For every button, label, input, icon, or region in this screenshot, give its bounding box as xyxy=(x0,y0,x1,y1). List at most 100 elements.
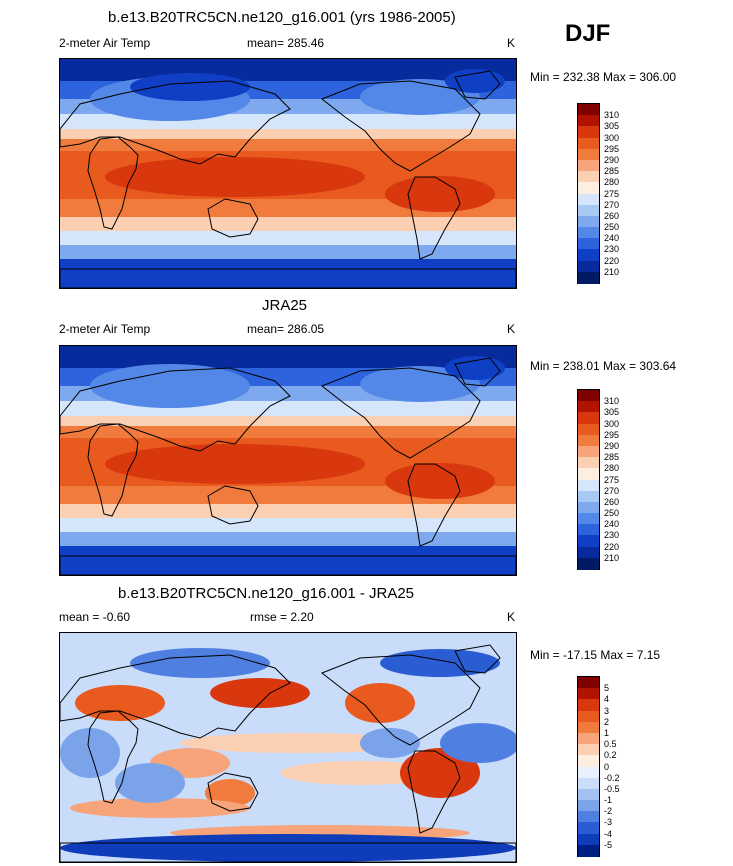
colorbar-swatch xyxy=(578,777,599,790)
coastline xyxy=(60,555,516,575)
colorbar-swatch xyxy=(578,546,599,559)
temp-band xyxy=(60,546,516,575)
panel3-minmax-label: Min = -17.15 Max = 7.15 xyxy=(530,648,661,662)
temp-band xyxy=(60,346,516,368)
season-label: DJF xyxy=(565,20,611,47)
diff-anomaly xyxy=(280,761,440,785)
coastline xyxy=(321,654,481,746)
colorbar-tick-label: -0.2 xyxy=(604,772,620,783)
coastline xyxy=(60,268,516,288)
colorbar-swatch xyxy=(578,479,599,492)
panel3-map xyxy=(59,632,517,863)
colorbar-swatch xyxy=(578,535,599,548)
colorbar-tick-label: 250 xyxy=(604,222,620,233)
colorbar-swatch xyxy=(578,844,599,857)
colorbar-swatch xyxy=(578,193,599,206)
coastline xyxy=(207,198,259,238)
coastline xyxy=(60,654,291,739)
colorbar-tick-label: 250 xyxy=(604,508,620,519)
colorbar-tick-label: 220 xyxy=(604,255,620,266)
colorbar-swatch xyxy=(578,732,599,745)
colorbar-swatch xyxy=(578,104,599,116)
diff-anomaly xyxy=(400,748,480,798)
panel3-map-svg xyxy=(60,633,516,862)
colorbar-swatch xyxy=(578,833,599,846)
colorbar-swatch xyxy=(578,445,599,458)
colorbar-tick-label: 280 xyxy=(604,177,620,188)
coastline xyxy=(321,367,481,459)
colorbar-tick-label: 230 xyxy=(604,244,620,255)
diff-anomaly xyxy=(115,763,185,803)
coastline xyxy=(207,772,259,812)
panel1-mean-label: mean= 285.46 xyxy=(247,36,325,50)
temp-band xyxy=(60,129,516,139)
panel3-title: b.e13.B20TRC5CN.ne120_g16.001 - JRA25 xyxy=(118,585,415,602)
panel1-colorbar: 310 305 300 295 290 285 280 275 270 260 250 240 230 2… xyxy=(577,103,619,284)
colorbar-tick-label: 260 xyxy=(604,210,620,221)
diff-anomaly xyxy=(205,779,255,807)
colorbar-tick-label: 300 xyxy=(604,132,620,143)
colorbar-tick-label: 275 xyxy=(604,474,620,485)
panel3-rmse-label: rmse = 2.20 xyxy=(250,610,314,624)
colorbar-swatch xyxy=(578,766,599,779)
colorbar-tick-label: -4 xyxy=(604,828,613,839)
colorbar-swatch xyxy=(578,710,599,723)
panel1-minmax-label: Min = 232.38 Max = 306.00 xyxy=(530,70,677,84)
panel3-units-label: K xyxy=(507,610,516,624)
warm-pool xyxy=(105,444,365,484)
colorbar-swatch xyxy=(578,401,599,413)
colorbar-swatch xyxy=(578,524,599,536)
colorbar-swatch xyxy=(578,148,599,161)
coastline xyxy=(454,644,501,674)
coastline xyxy=(207,485,259,525)
colorbar-tick-label: 275 xyxy=(604,188,620,199)
colorbar-tick-label: 5 xyxy=(604,683,610,694)
temp-band xyxy=(60,532,516,546)
colorbar-swatch xyxy=(578,688,599,700)
colorbar-tick-label: 260 xyxy=(604,496,620,507)
warm-region xyxy=(385,463,495,499)
panel2-units-label: K xyxy=(507,322,516,336)
colorbar-swatch xyxy=(578,423,599,436)
cold-region xyxy=(90,364,250,408)
colorbar-tick-label: 1 xyxy=(604,727,610,738)
colorbar-tick-label: 0.5 xyxy=(604,739,617,750)
colorbar-tick-label: -3 xyxy=(604,817,613,828)
coastline xyxy=(407,176,461,260)
colorbar-tick-label: 310 xyxy=(604,110,620,121)
colorbar-swatch xyxy=(578,249,599,262)
colorbar-swatch xyxy=(578,699,599,712)
diff-anomaly xyxy=(380,649,500,677)
temp-band xyxy=(60,245,516,259)
colorbar-tick-label: 4 xyxy=(604,694,610,705)
coastline xyxy=(87,710,139,804)
colorbar-swatch xyxy=(578,434,599,447)
colorbar-tick-label: 285 xyxy=(604,452,620,463)
panel1-title: b.e13.B20TRC5CN.ne120_g16.001 (yrs 1986-… xyxy=(108,9,456,26)
colorbar-tick-label: 295 xyxy=(604,429,620,440)
diff-anomaly xyxy=(75,685,165,721)
colorbar-tick-label: -1 xyxy=(604,795,613,806)
panel1-map-svg xyxy=(60,59,516,288)
coastline xyxy=(87,423,139,517)
panel1-variable-label: 2-meter Air Temp xyxy=(59,36,151,50)
temp-band xyxy=(60,259,516,288)
panel2-title: JRA25 xyxy=(262,297,308,314)
diff-anomaly xyxy=(440,723,516,763)
temp-band xyxy=(60,139,516,151)
coastline xyxy=(60,80,291,165)
colorbar-tick-label: -0.5 xyxy=(604,783,620,794)
colorbar-swatch xyxy=(578,501,599,514)
cold-region xyxy=(130,73,250,101)
colorbar-tick-label: -2 xyxy=(604,806,613,817)
colorbar-swatch xyxy=(578,126,599,139)
colorbar-swatch xyxy=(578,412,599,425)
colorbar-swatch xyxy=(578,468,599,480)
colorbar-swatch xyxy=(578,677,599,689)
diff-anomaly xyxy=(180,733,420,753)
coastline xyxy=(87,136,139,230)
panel2-map-svg xyxy=(60,346,516,575)
colorbar-tick-label: 270 xyxy=(604,485,620,496)
colorbar-tick-label: 0.2 xyxy=(604,750,617,761)
colorbar-swatch xyxy=(578,721,599,734)
